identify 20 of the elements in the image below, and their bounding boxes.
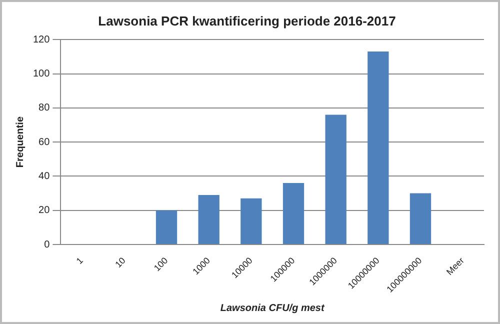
bar [282, 183, 304, 244]
y-tick-label: 100 [32, 68, 50, 80]
y-tick-label: 80 [38, 102, 50, 114]
y-tick-label: 60 [38, 136, 50, 148]
y-axis-title: Frequentie [14, 116, 26, 168]
bar [410, 193, 432, 244]
y-tick-label: 120 [32, 34, 50, 46]
y-tick-label: 20 [38, 205, 50, 216]
y-tick-label: 0 [44, 239, 50, 250]
bar [325, 114, 346, 244]
bar [368, 52, 389, 244]
x-tick-label: 1 [74, 255, 86, 266]
x-tick-label: 100 [152, 255, 170, 274]
bar [198, 194, 220, 244]
bar [240, 198, 262, 244]
chart-title: Lawsonia PCR kwantificering periode 2016-2017 [98, 13, 396, 28]
bar [156, 210, 178, 244]
y-tick-label: 40 [38, 170, 50, 182]
x-axis-title: Lawsonia CFU/g mest [220, 302, 325, 314]
x-tick-label: 10 [113, 255, 128, 270]
